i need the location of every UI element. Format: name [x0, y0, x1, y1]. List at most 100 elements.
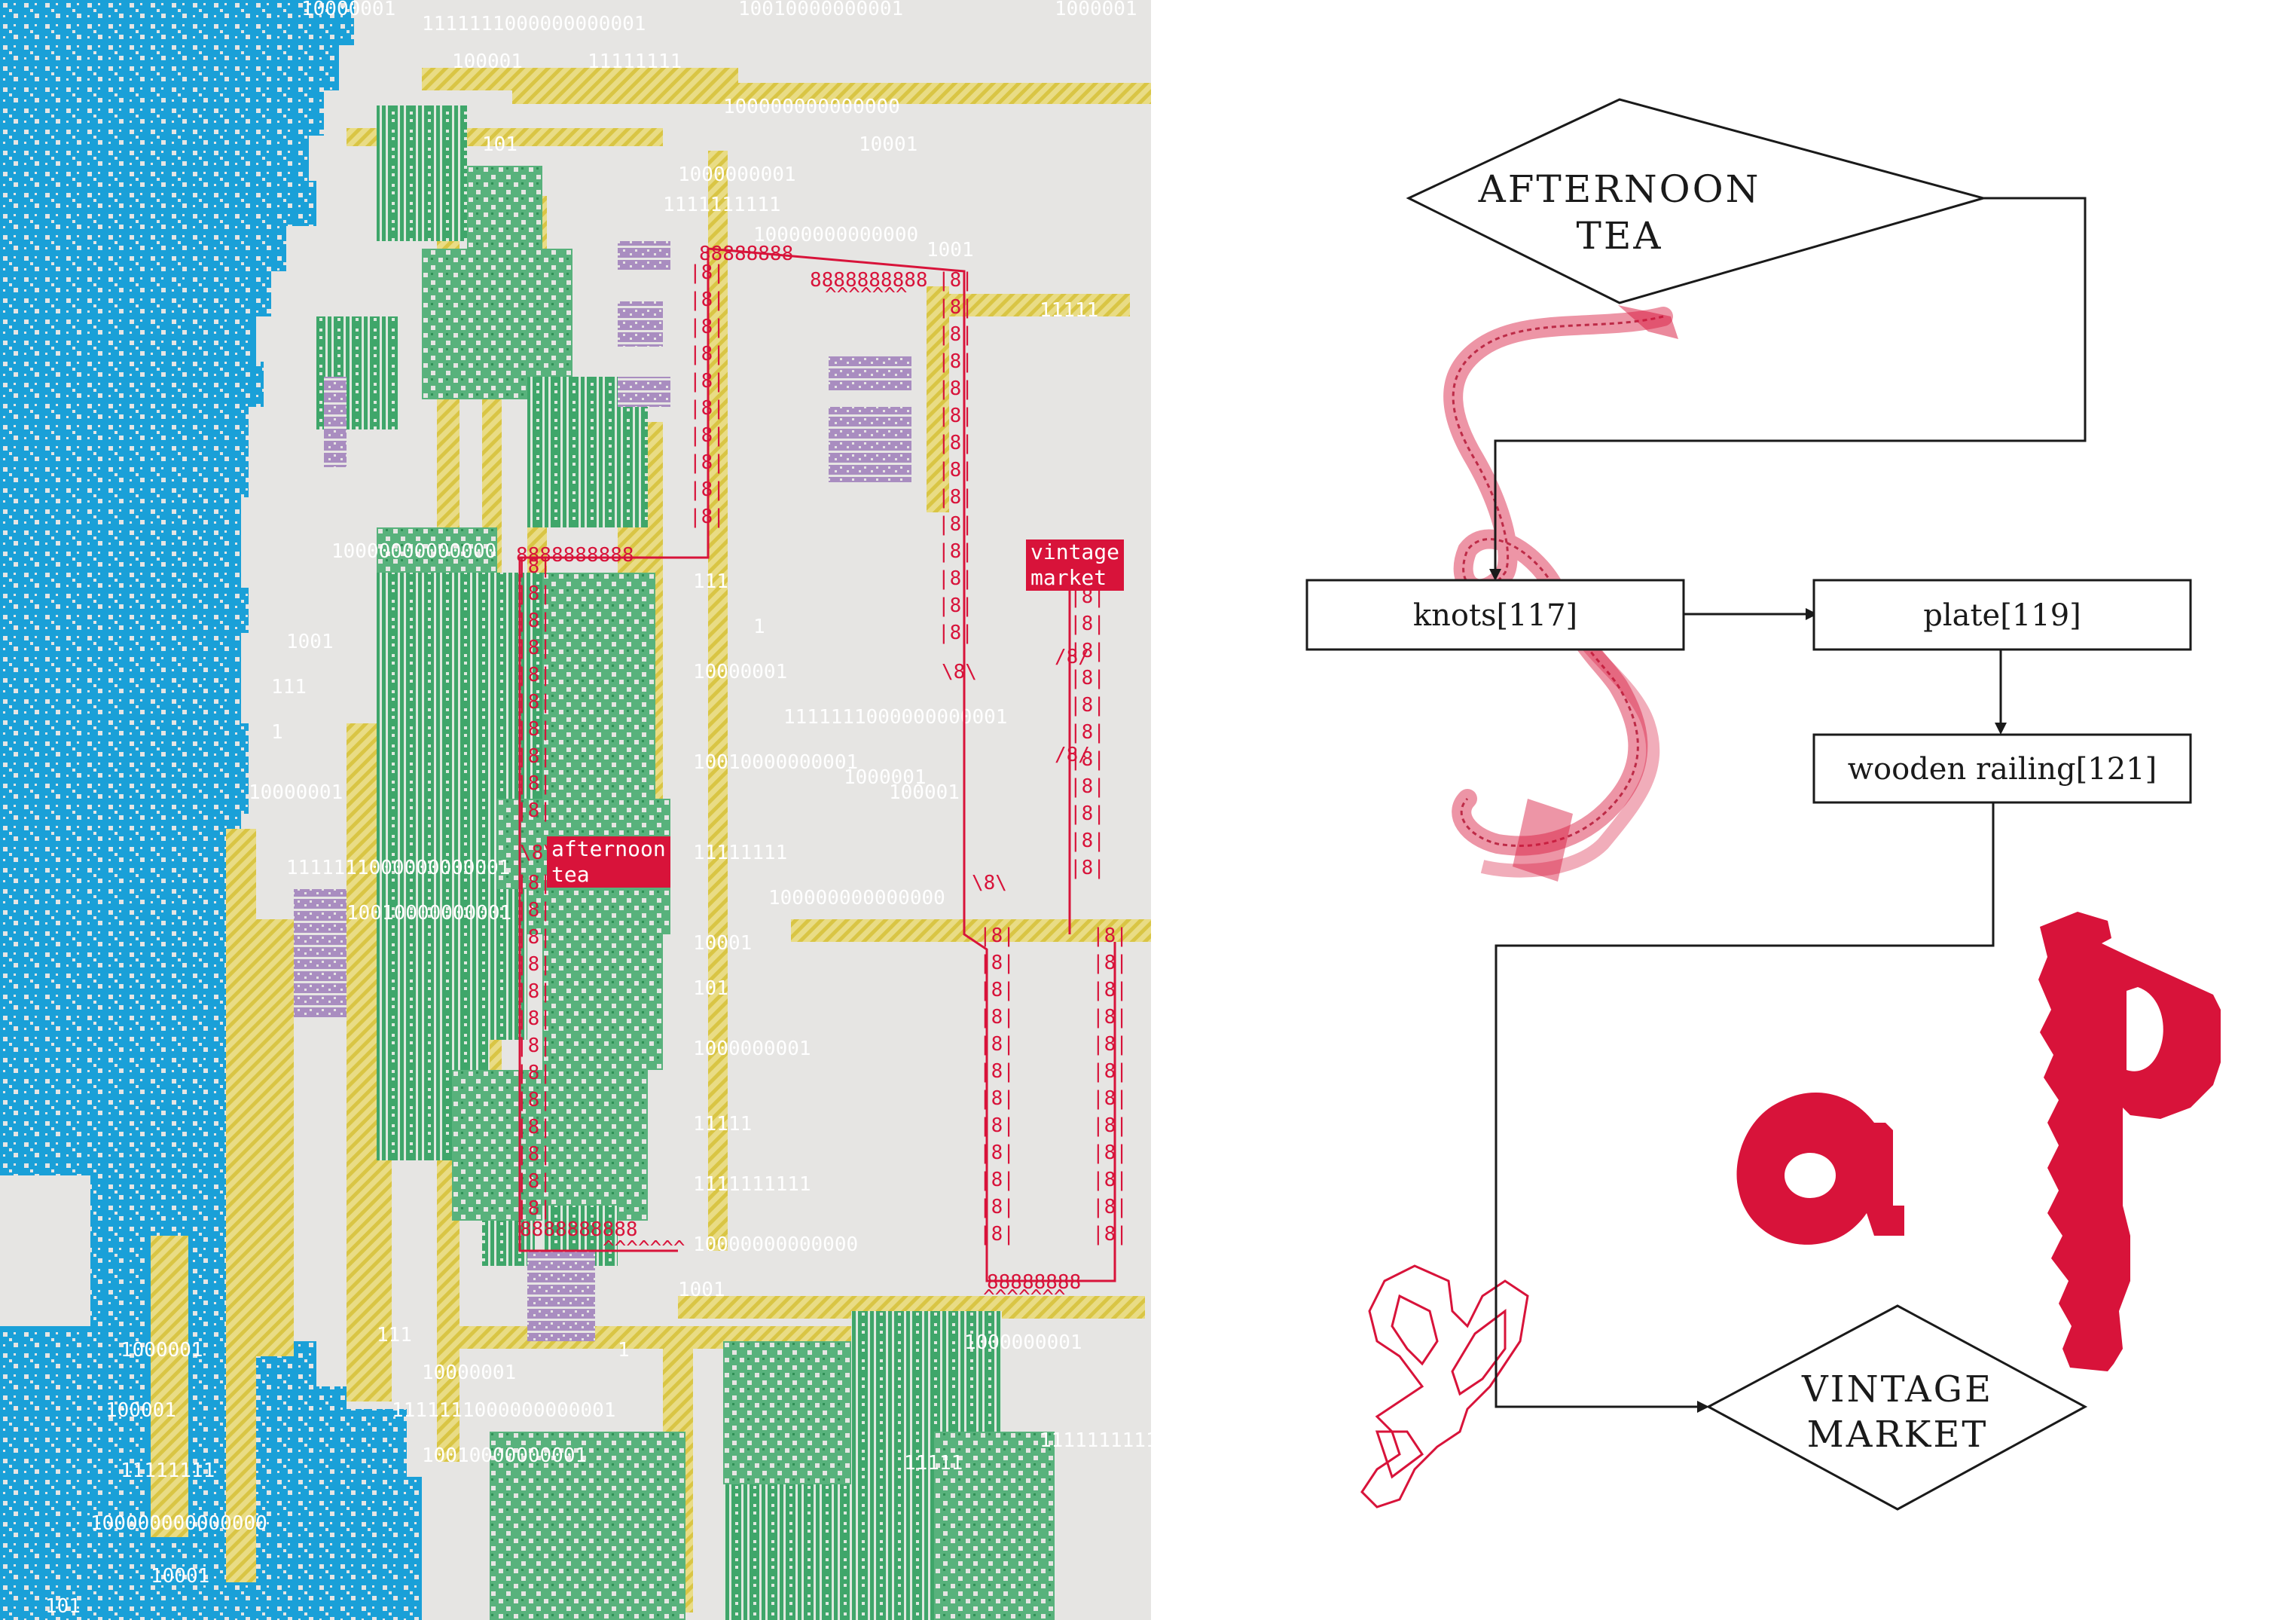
- ascii-glyph: |8|: [1092, 925, 1128, 947]
- ascii-glyph: |8|: [1092, 979, 1128, 1001]
- ascii-glyph: |8|: [1092, 1142, 1128, 1164]
- ascii-glyph: |8|: [516, 555, 551, 578]
- ascii-glyph: 88888888: [987, 1271, 1081, 1294]
- binary-string: 101: [693, 977, 728, 1000]
- purple-pattern-block: [294, 889, 347, 1017]
- ascii-glyph: |8|: [979, 1060, 1015, 1083]
- green-pattern-block: [723, 1341, 859, 1492]
- ascii-glyph: |8|: [689, 343, 725, 365]
- yellow-path: [949, 294, 1130, 316]
- blue-pattern-region: [0, 588, 249, 633]
- blue-pattern-region: [0, 407, 249, 452]
- green-pattern-block: [934, 1432, 1055, 1620]
- binary-string: 10000001: [422, 1362, 516, 1384]
- ascii-glyph: |8|: [1070, 857, 1105, 879]
- red-letter-a-glyph: [1736, 1093, 1904, 1245]
- yellow-path: [512, 83, 1151, 104]
- ascii-glyph: |8|: [689, 451, 725, 474]
- ascii-glyph: |8|: [1070, 775, 1105, 798]
- binary-string: 10010000000001: [422, 1444, 587, 1467]
- green-pattern-block: [482, 1221, 535, 1266]
- red-route-line: [518, 249, 710, 1252]
- purple-pattern-block: [527, 1251, 595, 1341]
- ascii-glyph: |8|: [689, 289, 725, 311]
- blue-pattern-region: [0, 723, 249, 769]
- binary-string: 10000000000000: [331, 540, 496, 563]
- binary-string: 10000000000000: [753, 224, 918, 246]
- binary-string: 1000000001: [964, 1331, 1082, 1354]
- yellow-path: [151, 1236, 188, 1537]
- ascii-glyph: \8\: [972, 872, 1007, 894]
- ascii-glyph: |8|: [516, 899, 551, 922]
- ascii-glyph: |8|: [689, 261, 725, 284]
- blue-pattern-region: [0, 181, 316, 226]
- ascii-glyph: |8|: [516, 799, 551, 822]
- binary-string: 111: [693, 570, 728, 593]
- binary-string: 1000001: [844, 766, 927, 789]
- step-node-knots: knots[117]: [1305, 579, 1685, 651]
- ascii-glyph: |8|: [938, 459, 973, 481]
- binary-string: 100001: [105, 1399, 176, 1422]
- ascii-glyph: |8|: [516, 610, 551, 632]
- binary-string: 1111111000000000001: [783, 706, 1007, 729]
- ascii-glyph: |8|: [938, 377, 973, 400]
- step-label-plate: plate[119]: [1923, 598, 2081, 633]
- blue-pattern-region: [0, 769, 249, 814]
- purple-pattern-block: [324, 377, 347, 467]
- blue-pattern-region: [0, 859, 249, 904]
- ascii-glyph: |8|: [979, 1223, 1015, 1246]
- binary-string: 1001: [927, 239, 974, 261]
- step-label-wooden-railing: wooden railing[121]: [1848, 752, 2157, 787]
- binary-string: 10010000000001: [738, 0, 903, 20]
- ascii-glyph: |8|: [979, 1033, 1015, 1056]
- ascii-glyph: |8|: [516, 1197, 551, 1220]
- ascii-glyph: |8|: [1092, 1223, 1128, 1246]
- green-pattern-block: [542, 874, 663, 1070]
- ascii-glyph: |8|: [1070, 667, 1105, 689]
- ascii-glyph: |8|: [689, 370, 725, 393]
- map-background-notch: [0, 1175, 90, 1326]
- ascii-glyph: ^^^^^^^: [825, 284, 908, 307]
- binary-string: 1000001: [1055, 0, 1137, 20]
- binary-string: 1001: [286, 631, 334, 653]
- binary-string: 1: [753, 616, 765, 638]
- yellow-path: [927, 286, 949, 512]
- ascii-glyph: |8|: [1070, 721, 1105, 744]
- ascii-glyph: 8888888888: [810, 269, 928, 292]
- ascii-glyph: |8|: [1092, 1033, 1128, 1056]
- ascii-glyph: |8|: [689, 506, 725, 528]
- binary-string: 100001: [889, 781, 960, 804]
- blue-pattern-region: [316, 1409, 407, 1499]
- ascii-glyph: |8|: [1070, 748, 1105, 771]
- binary-string: 1001: [678, 1279, 725, 1301]
- binary-string: 1000000001: [678, 164, 796, 186]
- step-label-knots: knots[117]: [1413, 598, 1577, 633]
- ascii-glyph: |8|: [938, 350, 973, 373]
- purple-pattern-block: [829, 407, 911, 482]
- ascii-glyph: 8888888888: [516, 544, 634, 567]
- binary-string: 1000000001: [693, 1038, 811, 1060]
- ascii-glyph: |8|: [516, 1116, 551, 1139]
- step-node-plate: plate[119]: [1812, 579, 2192, 651]
- connector-railing-to-end: [1495, 802, 1995, 1413]
- binary-string: 1111111111: [693, 1173, 811, 1196]
- ascii-glyph: |8|: [938, 323, 973, 346]
- ascii-glyph: |8|: [516, 745, 551, 768]
- ascii-glyph: |8|: [938, 622, 973, 644]
- blue-pattern-region: [0, 904, 241, 949]
- vintage-market-map-label: vintage market: [1026, 539, 1125, 591]
- ascii-glyph: |8|: [1070, 640, 1105, 662]
- ascii-glyph: |8|: [1070, 694, 1105, 717]
- blue-pattern-region: [0, 1085, 256, 1130]
- binary-string: 11111: [693, 1113, 752, 1136]
- yellow-path: [708, 151, 728, 1251]
- blue-pattern-region: [0, 0, 354, 45]
- binary-string: 10001: [693, 932, 752, 955]
- ascii-glyph: |8|: [979, 952, 1015, 974]
- ascii-glyph: |8|: [1092, 952, 1128, 974]
- binary-string: 100001: [452, 50, 523, 73]
- binary-string: 101: [45, 1595, 81, 1618]
- ascii-glyph: |8|: [938, 432, 973, 454]
- start-node: AFTERNOON TEA: [1406, 98, 1988, 304]
- purple-pattern-block: [618, 241, 670, 271]
